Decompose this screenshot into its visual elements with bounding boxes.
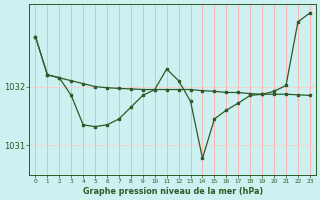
X-axis label: Graphe pression niveau de la mer (hPa): Graphe pression niveau de la mer (hPa) [83,187,263,196]
